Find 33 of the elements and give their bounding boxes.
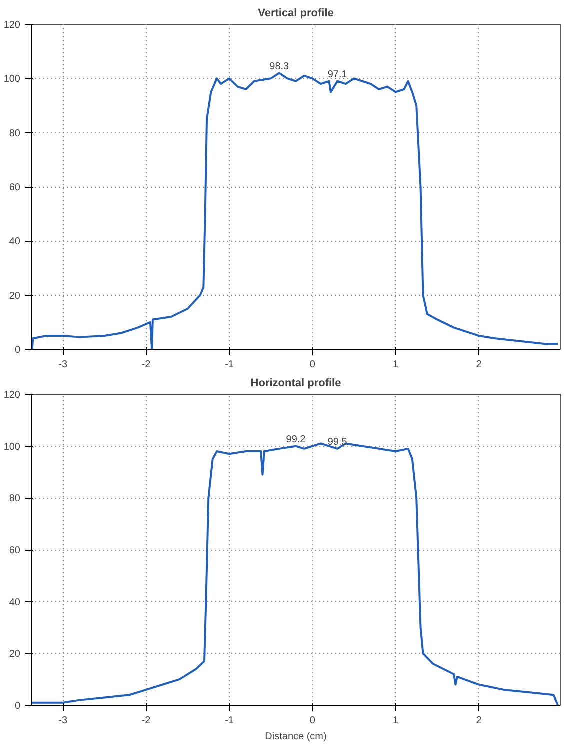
- y-tick-label: 20: [9, 649, 21, 660]
- x-tick-label: 1: [393, 716, 400, 726]
- y-tick-label: 120: [4, 390, 21, 401]
- x-axis-title: Distance (cm): [265, 732, 327, 742]
- x-tick-label: -1: [225, 360, 234, 370]
- x-tick-label: -1: [225, 716, 234, 726]
- x-tick-label: 2: [476, 716, 482, 726]
- y-tick-label: 40: [9, 597, 21, 608]
- y-tick-label: 60: [9, 182, 21, 194]
- x-tick-label: -2: [142, 360, 152, 370]
- x-tick-label: 2: [476, 360, 482, 370]
- y-tick-label: 0: [14, 345, 21, 356]
- chart-title: Vertical profile: [258, 8, 334, 20]
- x-tick-label: -3: [58, 360, 68, 370]
- x-tick-label: 0: [310, 360, 316, 370]
- chart-title: Horizontal profile: [250, 378, 342, 390]
- y-tick-label: 80: [9, 494, 21, 505]
- annotation: 99.2: [286, 434, 306, 446]
- x-tick-label: -2: [142, 716, 152, 726]
- y-tick-label: 100: [4, 74, 21, 86]
- x-tick-label: -3: [58, 716, 68, 726]
- y-tick-label: 60: [9, 546, 21, 556]
- x-tick-label: 0: [310, 716, 316, 726]
- y-tick-label: 80: [9, 128, 21, 140]
- y-tick-label: 20: [9, 290, 21, 302]
- annotation: 97.1: [328, 69, 348, 80]
- y-tick-label: 120: [4, 20, 21, 31]
- y-tick-label: 0: [14, 701, 21, 712]
- annotation: 98.3: [270, 61, 290, 72]
- y-tick-label: 40: [9, 236, 21, 248]
- y-tick-label: 100: [4, 442, 21, 453]
- annotation: 99.5: [328, 436, 348, 448]
- x-tick-label: 1: [393, 360, 400, 370]
